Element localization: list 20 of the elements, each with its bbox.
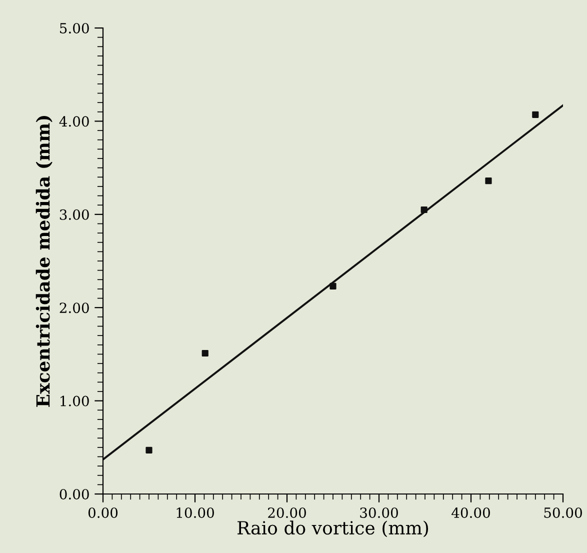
x-tick-label: 50.00 (544, 507, 582, 518)
y-axis-title: Excentricidade medida (mm) (36, 116, 52, 407)
point (330, 282, 336, 290)
x-tick-label: 20.00 (268, 507, 306, 518)
x-tick-label: 30.00 (360, 507, 398, 518)
x-tick-label: 40.00 (452, 507, 490, 518)
point (146, 446, 152, 454)
y-tick-label: 1.00 (60, 396, 89, 406)
point (202, 350, 208, 357)
y-tick-label: 2.00 (60, 302, 89, 314)
point (420, 206, 428, 214)
y-tick-label: 0.00 (60, 488, 89, 500)
y-tick-label: 5.00 (60, 22, 89, 34)
x-tick-label: 0.00 (88, 507, 118, 518)
y-tick-label: 3.00 (60, 209, 89, 220)
y-tick-label: 4.00 (59, 116, 89, 127)
point (485, 178, 492, 184)
x-tick-label: 10.00 (176, 507, 214, 518)
x-axis-title: Raio do vortice (mm) (238, 520, 428, 538)
point (532, 111, 539, 118)
